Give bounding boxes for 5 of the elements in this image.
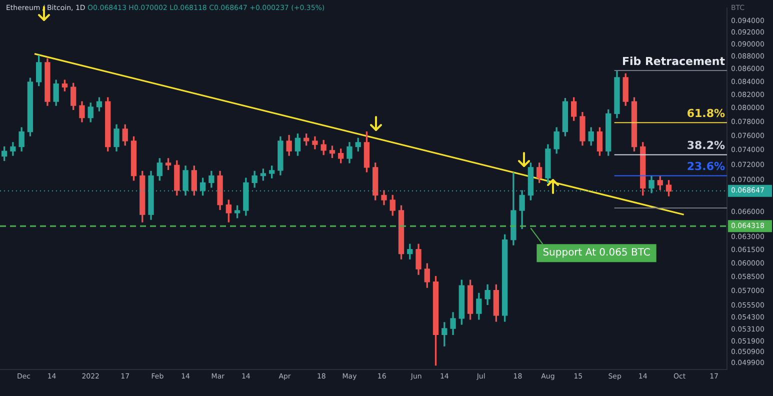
annotation: 61.8% xyxy=(686,107,725,120)
annotation: 38.2% xyxy=(686,139,725,152)
annotation: Fib Retracement xyxy=(622,54,725,68)
annotation: 23.6% xyxy=(686,160,725,174)
annotation: Support At 0.065 BTC xyxy=(542,248,650,259)
